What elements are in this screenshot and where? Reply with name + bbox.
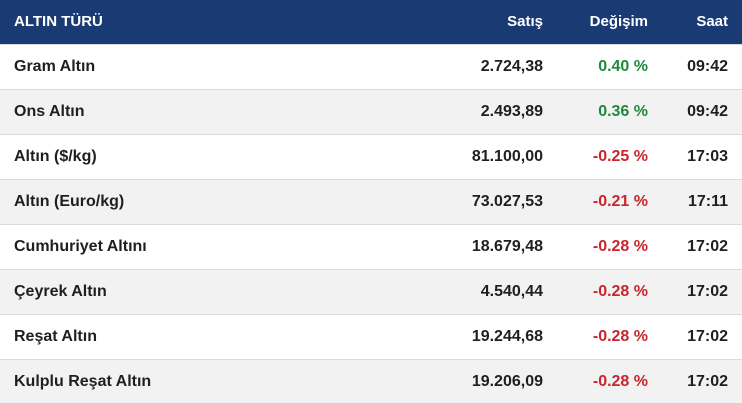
gold-type-cell[interactable]: Kulplu Reşat Altın [14, 372, 152, 390]
table-row[interactable]: Kulplu Reşat Altın 19.206,09 -0.28 % 17:… [0, 359, 742, 403]
gold-type-cell[interactable]: Altın ($/kg) [14, 147, 97, 165]
time-cell: 09:42 [687, 57, 728, 75]
table-row[interactable]: Çeyrek Altın 4.540,44 -0.28 % 17:02 [0, 269, 742, 314]
header-row: ALTIN TÜRÜ Satış Değişim Saat [0, 0, 742, 44]
time-cell: 17:03 [687, 147, 728, 165]
table-header: ALTIN TÜRÜ Satış Değişim Saat [0, 0, 742, 44]
change-cell: -0.28 % [592, 237, 648, 255]
column-header-time[interactable]: Saat [696, 13, 728, 31]
table-row[interactable]: Ons Altın 2.493,89 0.36 % 09:42 [0, 89, 742, 134]
price-cell: 4.540,44 [480, 282, 543, 300]
time-cell: 17:02 [687, 237, 728, 255]
table-row[interactable]: Gram Altın 2.724,38 0.40 % 09:42 [0, 44, 742, 89]
table-body: Gram Altın 2.724,38 0.40 % 09:42 Ons Alt… [0, 44, 742, 403]
time-cell: 17:11 [687, 192, 728, 210]
gold-type-cell[interactable]: Gram Altın [14, 57, 96, 75]
gold-type-cell[interactable]: Ons Altın [14, 102, 85, 120]
change-cell: 0.36 % [598, 102, 648, 120]
table-row[interactable]: Altın ($/kg) 81.100,00 -0.25 % 17:03 [0, 134, 742, 179]
change-cell: -0.28 % [592, 282, 648, 300]
gold-type-cell[interactable]: Cumhuriyet Altını [14, 237, 147, 255]
change-cell: -0.21 % [592, 192, 648, 210]
change-cell: -0.28 % [592, 327, 648, 345]
price-cell: 19.244,68 [471, 327, 543, 345]
price-cell: 73.027,53 [471, 192, 543, 210]
gold-type-cell[interactable]: Altın (Euro/kg) [14, 192, 125, 210]
change-cell: -0.25 % [592, 147, 648, 165]
gold-type-cell[interactable]: Reşat Altın [14, 327, 97, 345]
time-cell: 09:42 [687, 102, 728, 120]
change-cell: 0.40 % [598, 57, 648, 75]
table-row[interactable]: Altın (Euro/kg) 73.027,53 -0.21 % 17:11 [0, 179, 742, 224]
column-header-price[interactable]: Satış [507, 13, 543, 31]
price-cell: 2.493,89 [480, 102, 543, 120]
price-cell: 18.679,48 [471, 237, 543, 255]
time-cell: 17:02 [687, 327, 728, 345]
price-cell: 2.724,38 [480, 57, 543, 75]
change-cell: -0.28 % [592, 372, 648, 390]
column-header-change[interactable]: Değişim [589, 13, 648, 31]
table-row[interactable]: Reşat Altın 19.244,68 -0.28 % 17:02 [0, 314, 742, 359]
price-cell: 81.100,00 [471, 147, 543, 165]
time-cell: 17:02 [687, 372, 728, 390]
time-cell: 17:02 [687, 282, 728, 300]
price-cell: 19.206,09 [471, 372, 543, 390]
table-row[interactable]: Cumhuriyet Altını 18.679,48 -0.28 % 17:0… [0, 224, 742, 269]
gold-type-cell[interactable]: Çeyrek Altın [14, 282, 107, 300]
column-header-gold-type[interactable]: ALTIN TÜRÜ [14, 13, 103, 31]
